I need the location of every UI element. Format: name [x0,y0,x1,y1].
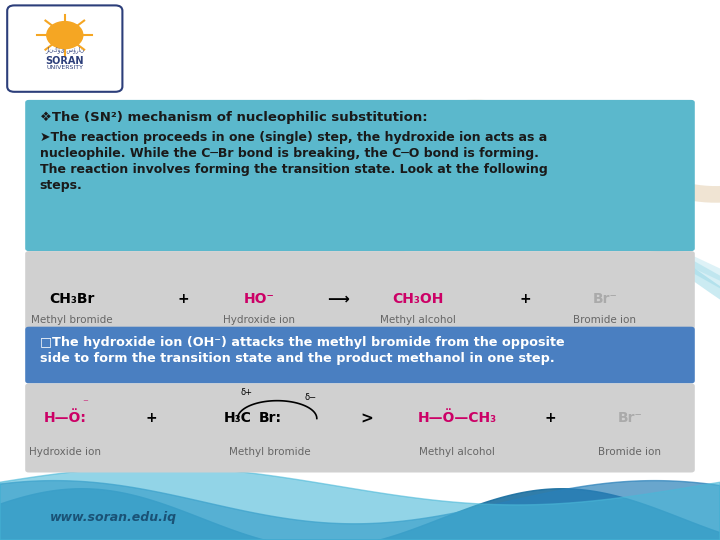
Text: Br⁻: Br⁻ [618,411,642,426]
FancyBboxPatch shape [25,327,695,383]
Text: +: + [520,292,531,306]
Text: nucleophile. While the C─Br bond is breaking, the C─O bond is forming.: nucleophile. While the C─Br bond is brea… [40,147,539,160]
Text: Methyl bromide: Methyl bromide [31,315,113,325]
Text: Hydroxide ion: Hydroxide ion [29,447,101,457]
Text: +: + [545,411,557,426]
Text: ❖The (SN²) mechanism of nucleophilic substitution:: ❖The (SN²) mechanism of nucleophilic sub… [40,111,427,124]
Text: ⟶: ⟶ [328,291,349,306]
Text: UNIVERSITY: UNIVERSITY [46,65,84,70]
Text: Hydroxide ion: Hydroxide ion [223,315,295,325]
Text: Methyl alcohol: Methyl alcohol [419,447,495,457]
Text: CH₃OH: CH₃OH [392,292,444,306]
Text: ⁻: ⁻ [82,399,88,408]
Text: δ−: δ− [305,394,317,402]
Text: □The hydroxide ion (OH⁻) attacks the methyl bromide from the opposite: □The hydroxide ion (OH⁻) attacks the met… [40,336,564,349]
Text: +: + [178,292,189,306]
Text: Methyl alcohol: Methyl alcohol [379,315,456,325]
Text: steps.: steps. [40,179,82,192]
Text: HO⁻: HO⁻ [244,292,274,306]
FancyBboxPatch shape [25,100,695,251]
Text: H₃C: H₃C [224,411,251,426]
FancyBboxPatch shape [25,251,695,329]
Text: Br:: Br: [258,411,282,426]
Text: Bromide ion: Bromide ion [573,315,636,325]
Text: >: > [361,411,374,426]
Text: Bromide ion: Bromide ion [598,447,662,457]
Circle shape [47,22,83,49]
Text: ➤The reaction proceeds in one (single) step, the hydroxide ion acts as a: ➤The reaction proceeds in one (single) s… [40,131,547,144]
Text: side to form the transition state and the product methanol in one step.: side to form the transition state and th… [40,352,554,365]
Text: H—Ö:: H—Ö: [43,411,86,426]
Text: www.soran.edu.iq: www.soran.edu.iq [50,511,178,524]
Text: SORAN: SORAN [45,56,84,66]
Text: +: + [145,411,157,426]
Text: δ+: δ+ [241,388,253,397]
Text: CH₃Br: CH₃Br [49,292,95,306]
Text: Methyl bromide: Methyl bromide [229,447,311,457]
FancyBboxPatch shape [7,5,122,92]
Text: رانكۆی سۆران: رانكۆی سۆران [45,46,84,53]
Text: H—Ö—CH₃: H—Ö—CH₃ [418,411,497,426]
Text: Br⁻: Br⁻ [593,292,617,306]
FancyBboxPatch shape [25,383,695,472]
Text: The reaction involves forming the transition state. Look at the following: The reaction involves forming the transi… [40,163,547,176]
